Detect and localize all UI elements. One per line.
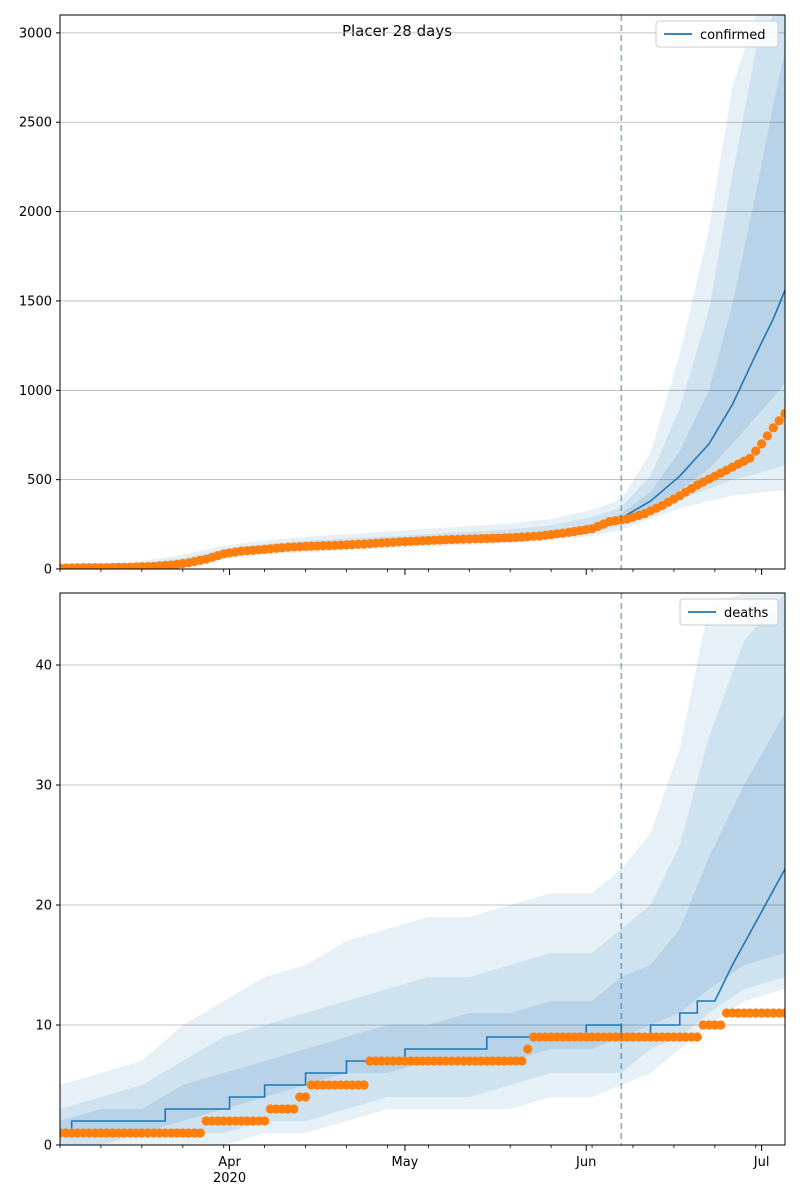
band-inner (60, 50, 785, 568)
observed-point (780, 408, 785, 419)
y-tick-label: 0 (44, 563, 52, 578)
y-tick-label: 2500 (19, 116, 52, 131)
y-tick-label: 20 (35, 899, 52, 914)
y-tick-label: 0 (44, 1139, 52, 1154)
band-inner (60, 713, 785, 1133)
band-middle (60, 593, 785, 1145)
observed-point (716, 1020, 726, 1030)
x-tick-label: Jul (753, 1155, 770, 1170)
observed-point (762, 431, 773, 441)
observed-point (517, 1056, 527, 1066)
y-tick-label: 30 (35, 779, 52, 794)
axes-frame (59, 592, 786, 1146)
axes-frame (59, 14, 786, 570)
band-outer (60, 593, 785, 1145)
legend: deaths (679, 598, 779, 626)
model-line (60, 868, 785, 1134)
observed-point (745, 453, 755, 463)
y-tick-label: 2000 (19, 205, 52, 220)
observed-point (289, 1104, 299, 1114)
x-tick-sublabel: 2020 (213, 1171, 246, 1186)
observed-point (774, 416, 784, 426)
observed-point (300, 1092, 311, 1102)
legend: confirmed (655, 20, 779, 48)
plot-area (60, 593, 785, 1145)
observed-point (260, 1116, 270, 1126)
x-tick-label: Apr (218, 1155, 241, 1170)
legend-box (655, 20, 779, 48)
figure-title: Placer 28 days (342, 22, 452, 40)
observed-point (751, 446, 761, 456)
y-tick-label: 3000 (19, 26, 52, 41)
observed-point (692, 1032, 702, 1042)
plot-area (60, 15, 785, 569)
observed-point (523, 1044, 533, 1054)
observed-point (359, 1080, 369, 1090)
y-tick-label: 1000 (19, 384, 52, 399)
legend-label: confirmed (700, 28, 766, 43)
y-tick-label: 500 (27, 473, 52, 488)
observed-point (757, 439, 767, 449)
y-tick-label: 40 (35, 659, 52, 674)
y-tick-label: 10 (35, 1019, 52, 1034)
legend-label: deaths (724, 606, 769, 621)
legend-box (679, 598, 779, 626)
confirmed-panel: 0 500 1000 1500 2000 2500 3000 confirmed (19, 14, 786, 578)
y-tick-label: 1500 (19, 294, 52, 309)
x-tick-label: May (392, 1155, 419, 1170)
observed-point (780, 1008, 785, 1018)
x-tick-label: Jun (575, 1155, 596, 1170)
observed-point (768, 423, 778, 433)
observed-point (195, 1128, 205, 1138)
